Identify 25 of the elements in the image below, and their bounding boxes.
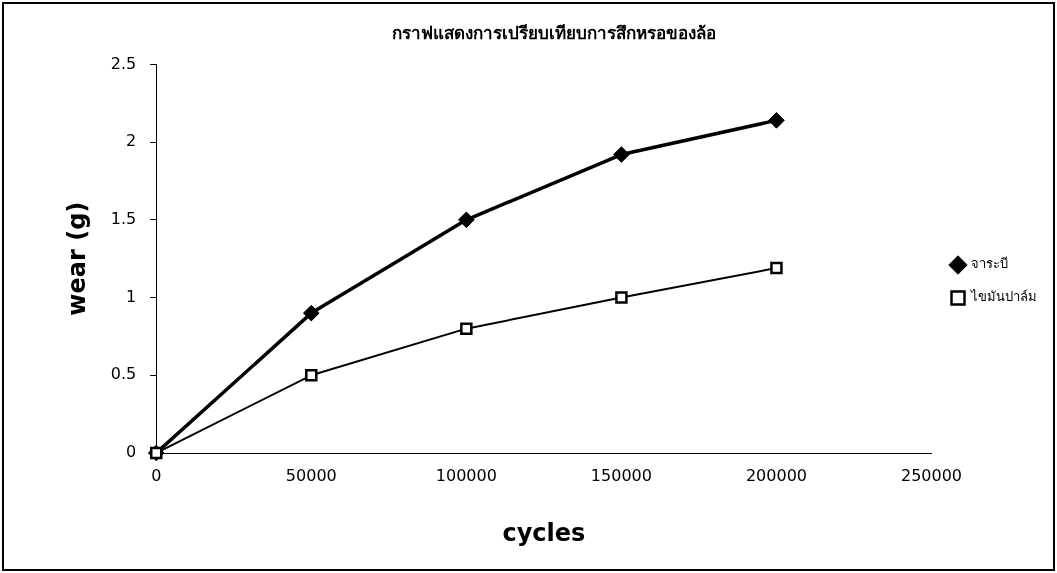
chart-title: กราฟแสดงการเปรียบเทียบการสึกหรอของล้อ [391,22,716,43]
y-tick-label: 0 [126,442,137,462]
y-tick-label: 2.5 [110,53,137,73]
point [613,146,630,163]
x-tick-label: 100000 [435,465,497,485]
y-axis-title: wear (g) [62,201,91,316]
y-tick-label: 1.5 [110,209,137,228]
x-tick-label: 0 [151,465,162,485]
x-tick-label: 250000 [900,465,963,485]
y-tick-label: 0.5 [110,364,137,384]
point [458,211,475,229]
y-tick-label: 1 [126,286,137,306]
point [303,304,320,322]
point [615,291,628,304]
point [460,322,473,335]
legend-label: จาระบี [971,256,1008,272]
legend-label: ไขมันปาล์ม [970,289,1037,305]
point [305,369,318,382]
x-tick-label: 200000 [745,465,807,485]
x-tick-label: 150000 [590,465,652,485]
point [770,261,783,275]
x-tick-label: 50000 [285,465,337,485]
x-axis-title: cycles [502,518,586,547]
point [768,112,785,129]
y-tick-label: 2 [126,131,137,151]
